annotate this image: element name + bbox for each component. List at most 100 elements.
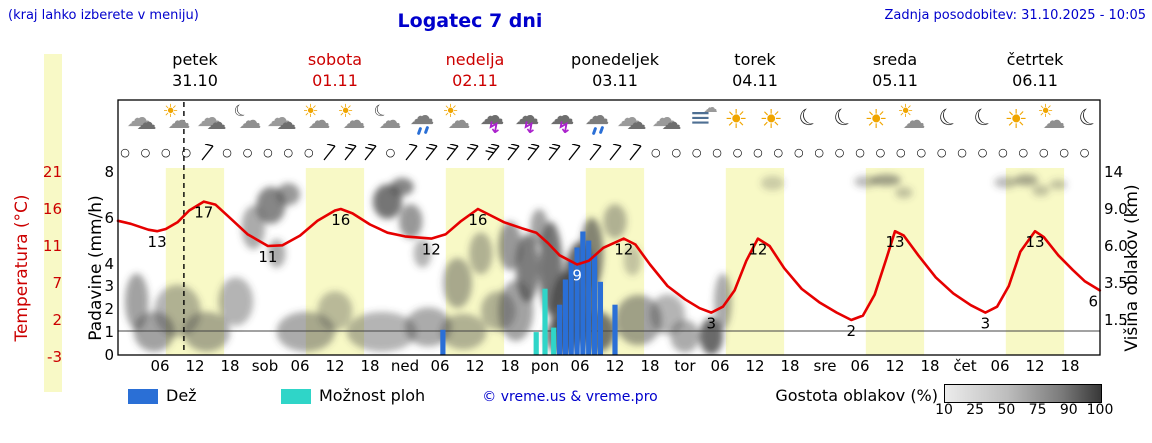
wind-barb-glyph <box>507 143 520 161</box>
x-tick-hour: 18 <box>640 357 660 375</box>
wind-calm-symbol: ○ <box>239 144 257 162</box>
x-tick-hour: 06 <box>710 357 730 375</box>
rain-bar <box>440 329 446 355</box>
last-updated-label: Zadnja posodobitev: 31.10.2025 - 10:05 <box>884 8 1146 23</box>
temperature-value-label: 12 <box>422 241 441 259</box>
partly-sunny-glyph: ☀ <box>442 101 459 122</box>
credit-link[interactable]: © vreme.us & vreme.pro <box>482 389 658 405</box>
rain-glyph: ☁ <box>409 101 435 130</box>
wind-calm-symbol: ○ <box>933 144 951 162</box>
temp-tick: 11 <box>42 237 62 255</box>
day-name-petek: petek <box>172 50 218 69</box>
wind-barb-symbol <box>361 143 379 162</box>
cloud-density-tick: 10 <box>935 402 953 418</box>
calm-circle-glyph: ○ <box>793 146 804 159</box>
wind-calm-symbol: ○ <box>136 144 154 162</box>
calm-circle-glyph: ○ <box>1079 146 1090 159</box>
x-tick-hour: 12 <box>745 357 765 375</box>
wind-calm-symbol: ○ <box>953 144 971 162</box>
x-tick-day: čet <box>953 357 977 375</box>
shower-legend-label: Možnost ploh <box>319 386 426 405</box>
temperature-curve <box>116 200 1102 322</box>
weather-icon-moon-cloud: ☾ ☁ <box>370 99 405 140</box>
wind-barb-glyph <box>568 143 581 161</box>
weather-icon-cloudy: ☁ ☁ <box>616 103 650 140</box>
wind-barb-glyph <box>484 143 500 161</box>
partly-sunny-glyph: ☁ <box>307 108 331 134</box>
wind-calm-symbol: ○ <box>892 144 910 162</box>
x-tick-hour: 18 <box>220 357 240 375</box>
rain-bar <box>580 231 586 355</box>
calm-circle-glyph: ○ <box>998 146 1008 159</box>
wind-barb-symbol <box>463 143 481 162</box>
wind-barb-symbol <box>484 143 502 162</box>
day-date-torek: 04.11 <box>732 71 778 90</box>
rain-glyph: ☁ <box>584 101 610 130</box>
weather-icon-cloudy: ☁ ☁ <box>196 103 230 140</box>
wind-calm-symbol: ○ <box>1014 144 1032 162</box>
daylight-band <box>725 168 785 355</box>
wind-calm-symbol: ○ <box>871 144 889 162</box>
temp-tick: 7 <box>52 274 62 292</box>
calm-circle-glyph: ○ <box>691 146 702 159</box>
wind-calm-symbol: ○ <box>790 144 808 162</box>
calm-circle-glyph: ○ <box>1018 146 1029 159</box>
storm-glyph: ☁ <box>514 101 540 130</box>
rain-bar <box>557 304 563 355</box>
daylight-band <box>1005 168 1065 355</box>
weather-icon-cloudy: ☁ ☁ <box>651 103 685 140</box>
x-tick-hour: 12 <box>605 357 625 375</box>
wind-calm-symbol: ○ <box>259 144 277 162</box>
wind-calm-symbol: ○ <box>300 144 318 162</box>
rain-bar <box>574 247 580 355</box>
temperature-value-label: 16 <box>468 211 487 229</box>
partly-sunny-glyph: ☁ <box>167 108 191 134</box>
temperature-value-label: 16 <box>331 211 350 229</box>
weather-icon-sun: ☀ <box>756 103 790 140</box>
wind-barb-glyph <box>548 143 561 161</box>
weather-icon-moon: ☾ <box>826 101 860 140</box>
wind-calm-symbol: ○ <box>1035 144 1053 162</box>
day-name-sreda: sreda <box>872 50 918 69</box>
day-name-torek: torek <box>734 50 776 69</box>
weather-icon-moon: ☾ <box>1071 102 1105 140</box>
wind-calm-symbol: ○ <box>831 144 849 162</box>
wind-barb-symbol <box>422 143 440 162</box>
calm-circle-glyph: ○ <box>140 146 151 159</box>
wind-calm-symbol: ○ <box>667 144 685 162</box>
rain-bar <box>612 304 618 355</box>
weather-icon-moon-cloud: ☾ ☁ <box>230 99 265 140</box>
moon-glyph: ☾ <box>828 101 859 135</box>
x-tick-day: sob <box>251 357 279 375</box>
wind-barb-symbol <box>586 143 604 162</box>
calm-circle-glyph: ○ <box>814 146 824 159</box>
day-date-ponedeljek: 03.11 <box>592 71 638 90</box>
partly-sunny-glyph: ☀ <box>897 101 914 122</box>
cloudy-glyph: ☁ <box>206 110 227 134</box>
x-tick-hour: 06 <box>850 357 870 375</box>
temperature-value-label: 13 <box>885 233 904 251</box>
temperature-value-label: 13 <box>1025 233 1044 251</box>
wind-calm-symbol: ○ <box>708 144 726 162</box>
moon-glyph: ☾ <box>793 101 824 135</box>
wind-barb-symbol <box>606 143 624 162</box>
wind-barb-glyph <box>446 143 459 161</box>
cloud-density-tick: 75 <box>1028 402 1047 418</box>
precip-tick: 2 <box>104 300 114 319</box>
weather-icon-cloudy: ☁ ☁ <box>266 103 300 140</box>
calm-circle-glyph: ○ <box>855 146 865 159</box>
wind-glyph: ≡ <box>689 103 712 133</box>
wind-barb-symbol <box>626 143 644 162</box>
calm-circle-glyph: ○ <box>671 146 682 159</box>
weather-icon-moon: ☾ <box>791 101 825 140</box>
temperature-value-label: 12 <box>748 241 767 259</box>
wind-calm-symbol: ○ <box>157 144 175 162</box>
partly-sunny-glyph: ☀ <box>337 101 354 122</box>
x-tick-hour: 06 <box>150 357 170 375</box>
wind-barb-glyph <box>629 143 642 161</box>
wind-barb-glyph <box>527 143 540 161</box>
shower-bar <box>542 288 548 355</box>
precip-tick: 0 <box>104 346 114 364</box>
wind-calm-symbol: ○ <box>729 144 747 162</box>
